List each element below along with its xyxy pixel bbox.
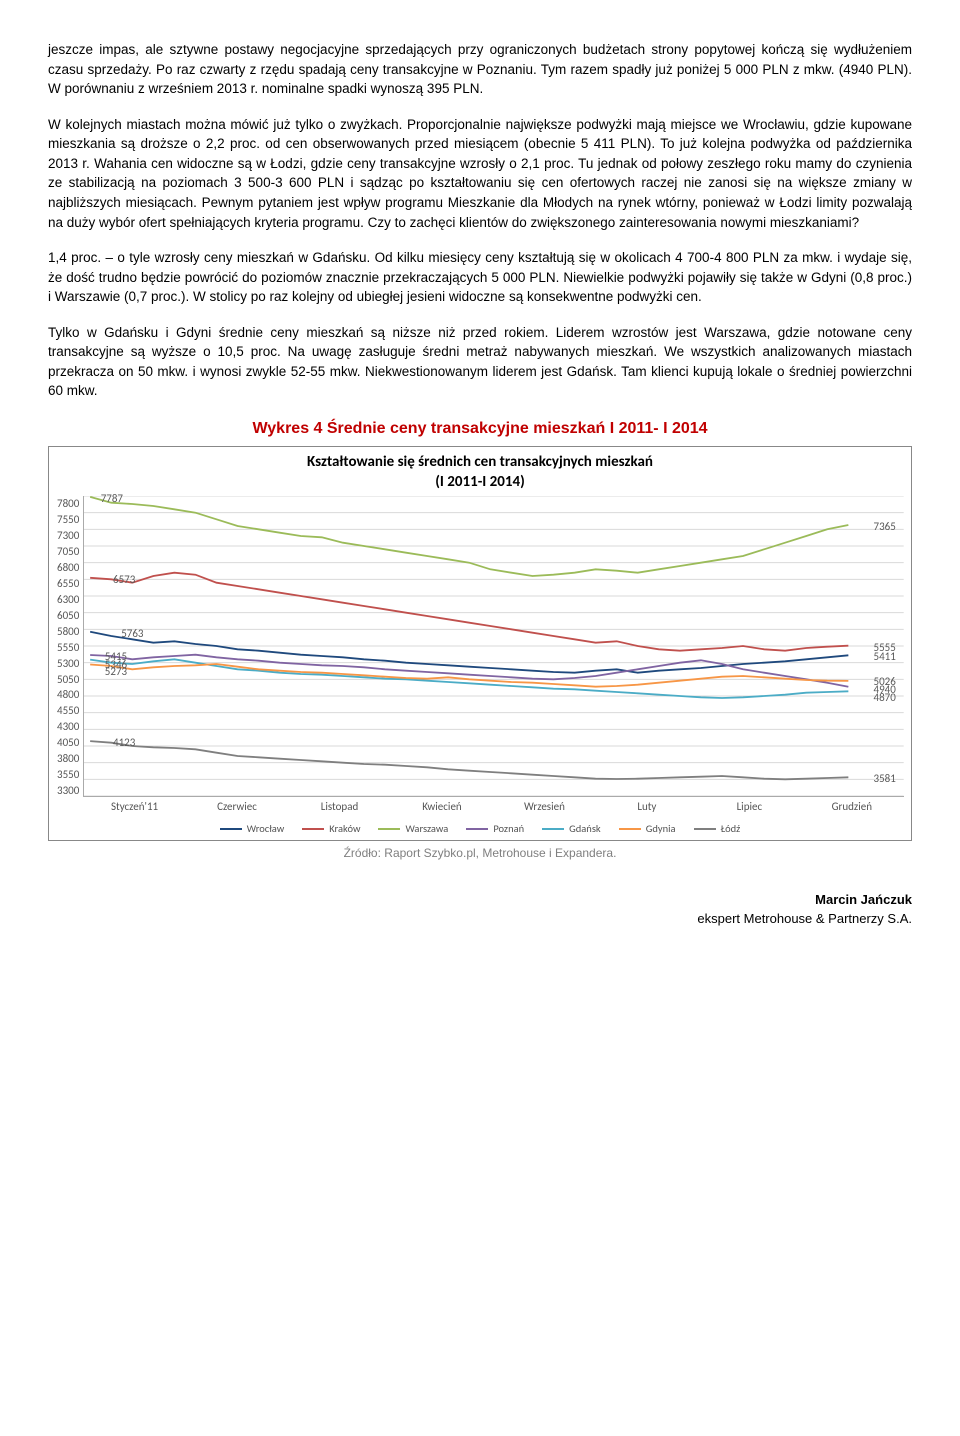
chart-container: Kształtowanie się średnich cen transakcy… bbox=[48, 446, 912, 841]
legend-swatch bbox=[378, 828, 400, 830]
legend-swatch bbox=[619, 828, 641, 830]
ytick-label: 6550 bbox=[57, 576, 79, 592]
ytick-label: 7050 bbox=[57, 544, 79, 560]
signature-block: Marcin Jańczuk ekspert Metrohouse & Part… bbox=[48, 891, 912, 929]
ytick-label: 3800 bbox=[57, 751, 79, 767]
ytick-label: 4050 bbox=[57, 735, 79, 751]
point-label: 6573 bbox=[113, 572, 135, 588]
paragraph-3: 1,4 proc. – o tyle wzrosły ceny mieszkań… bbox=[48, 248, 912, 307]
xtick-label: Listopad bbox=[288, 799, 390, 815]
chart-title-line1: Kształtowanie się średnich cen transakcy… bbox=[307, 453, 653, 471]
ytick-label: 4800 bbox=[57, 687, 79, 703]
legend-swatch bbox=[302, 828, 324, 830]
chart-title-line2: (I 2011-I 2014) bbox=[435, 473, 525, 491]
point-label: 3581 bbox=[874, 771, 896, 787]
legend-item: Kraków bbox=[302, 821, 360, 836]
xtick-label: Styczeń'11 bbox=[83, 799, 185, 815]
paragraph-4: Tylko w Gdańsku i Gdyni średnie ceny mie… bbox=[48, 323, 912, 401]
legend-item: Łódź bbox=[694, 821, 741, 836]
paragraph-2: W kolejnych miastach można mówić już tyl… bbox=[48, 115, 912, 232]
legend-label: Warszawa bbox=[405, 821, 448, 836]
legend-item: Poznań bbox=[466, 821, 524, 836]
legend-item: Warszawa bbox=[378, 821, 448, 836]
legend-label: Gdańsk bbox=[569, 821, 601, 836]
ytick-label: 6300 bbox=[57, 592, 79, 608]
chart-xaxis: Styczeń'11CzerwiecListopadKwiecieńWrzesi… bbox=[83, 799, 903, 815]
chart-legend: Wrocław Kraków Warszawa Poznań Gdańsk Gdynia Ł… bbox=[57, 821, 903, 836]
xtick-label: Lipiec bbox=[698, 799, 800, 815]
paragraph-1: jeszcze impas, ale sztywne postawy negoc… bbox=[48, 40, 912, 99]
ytick-label: 6800 bbox=[57, 560, 79, 576]
xtick-label: Luty bbox=[596, 799, 698, 815]
ytick-label: 4300 bbox=[57, 719, 79, 735]
chart-outer-title: Wykres 4 Średnie ceny transakcyjne miesz… bbox=[48, 417, 912, 440]
ytick-label: 4550 bbox=[57, 703, 79, 719]
xtick-label: Grudzień bbox=[801, 799, 903, 815]
legend-item: Gdańsk bbox=[542, 821, 601, 836]
chart-plot: 7787657357635415534652734123736555555411… bbox=[83, 496, 904, 797]
point-label: 7365 bbox=[874, 519, 896, 535]
ytick-label: 6050 bbox=[57, 608, 79, 624]
ytick-label: 7550 bbox=[57, 512, 79, 528]
ytick-label: 7800 bbox=[57, 496, 79, 512]
legend-label: Poznań bbox=[493, 821, 524, 836]
xtick-label: Czerwiec bbox=[186, 799, 288, 815]
series-krakow bbox=[90, 573, 848, 651]
point-label: 4123 bbox=[113, 735, 135, 751]
ytick-label: 5800 bbox=[57, 624, 79, 640]
point-label: 5763 bbox=[121, 626, 143, 642]
ytick-label: 5550 bbox=[57, 640, 79, 656]
signature-name: Marcin Jańczuk bbox=[48, 891, 912, 910]
legend-swatch bbox=[220, 828, 242, 830]
legend-label: Gdynia bbox=[646, 821, 676, 836]
point-label: 5273 bbox=[105, 664, 127, 680]
ytick-label: 5050 bbox=[57, 672, 79, 688]
legend-label: Łódź bbox=[721, 821, 741, 836]
legend-swatch bbox=[542, 828, 564, 830]
xtick-label: Wrzesień bbox=[493, 799, 595, 815]
legend-swatch bbox=[694, 828, 716, 830]
legend-item: Wrocław bbox=[220, 821, 285, 836]
xtick-label: Kwiecień bbox=[391, 799, 493, 815]
series-warszawa bbox=[90, 497, 848, 576]
series-lodz bbox=[90, 741, 848, 779]
point-label: 5411 bbox=[874, 649, 896, 665]
chart-yaxis: 7800755073007050680065506300605058005550… bbox=[57, 496, 83, 796]
ytick-label: 7300 bbox=[57, 528, 79, 544]
legend-item: Gdynia bbox=[619, 821, 676, 836]
signature-role: ekspert Metrohouse & Partnerzy S.A. bbox=[48, 910, 912, 929]
point-label: 7787 bbox=[101, 491, 123, 507]
ytick-label: 5300 bbox=[57, 656, 79, 672]
point-label: 4870 bbox=[874, 690, 896, 706]
chart-source: Źródło: Raport Szybko.pl, Metrohouse i E… bbox=[48, 845, 912, 862]
legend-swatch bbox=[466, 828, 488, 830]
ytick-label: 3550 bbox=[57, 767, 79, 783]
series-poznan bbox=[90, 655, 848, 687]
ytick-label: 3300 bbox=[57, 783, 79, 799]
chart-inner-title: Kształtowanie się średnich cen transakcy… bbox=[57, 453, 903, 492]
legend-label: Wrocław bbox=[247, 821, 285, 836]
legend-label: Kraków bbox=[329, 821, 360, 836]
